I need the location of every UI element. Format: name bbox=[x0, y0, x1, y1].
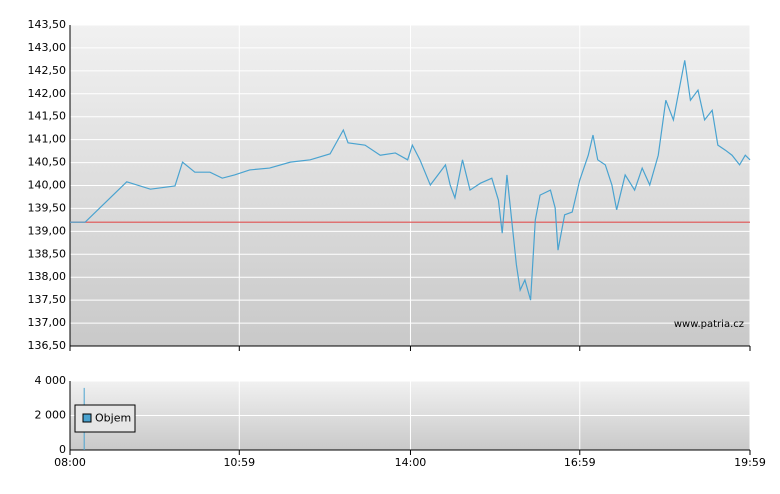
watermark: www.patria.cz bbox=[674, 319, 744, 330]
x-tick-label: 14:00 bbox=[395, 456, 427, 469]
y-tick-label: 142,50 bbox=[28, 64, 67, 77]
y-tick-label: 140,00 bbox=[28, 179, 67, 192]
y-tick-label: 141,00 bbox=[28, 133, 67, 146]
price-line bbox=[70, 60, 751, 301]
legend-swatch bbox=[82, 413, 92, 423]
x-tick-label: 16:59 bbox=[564, 456, 596, 469]
x-tick-label: 10:59 bbox=[223, 456, 255, 469]
y-tick-label: 143,50 bbox=[28, 18, 67, 31]
y-tick-label: 138,50 bbox=[28, 247, 67, 260]
y-tick-label: 139,00 bbox=[28, 224, 67, 237]
x-tick-label: 08:00 bbox=[54, 456, 86, 469]
y-tick-label: 136,50 bbox=[28, 339, 67, 352]
y-tick-label: 139,50 bbox=[28, 201, 67, 214]
y-tick-label: 137,50 bbox=[28, 293, 67, 306]
y-tick-label: 137,00 bbox=[28, 316, 67, 329]
y-tick-label: 141,50 bbox=[28, 110, 67, 123]
y-tick-label: 142,00 bbox=[28, 87, 67, 100]
y-tick-label: 4 000 bbox=[35, 374, 67, 387]
y-tick-label: 138,00 bbox=[28, 270, 67, 283]
x-tick-label: 19:59 bbox=[734, 456, 766, 469]
legend-label: Objem bbox=[95, 412, 131, 425]
y-tick-label: 0 bbox=[59, 443, 66, 456]
y-tick-label: 143,00 bbox=[28, 41, 67, 54]
y-tick-label: 2 000 bbox=[35, 409, 67, 422]
y-tick-label: 140,50 bbox=[28, 156, 67, 169]
